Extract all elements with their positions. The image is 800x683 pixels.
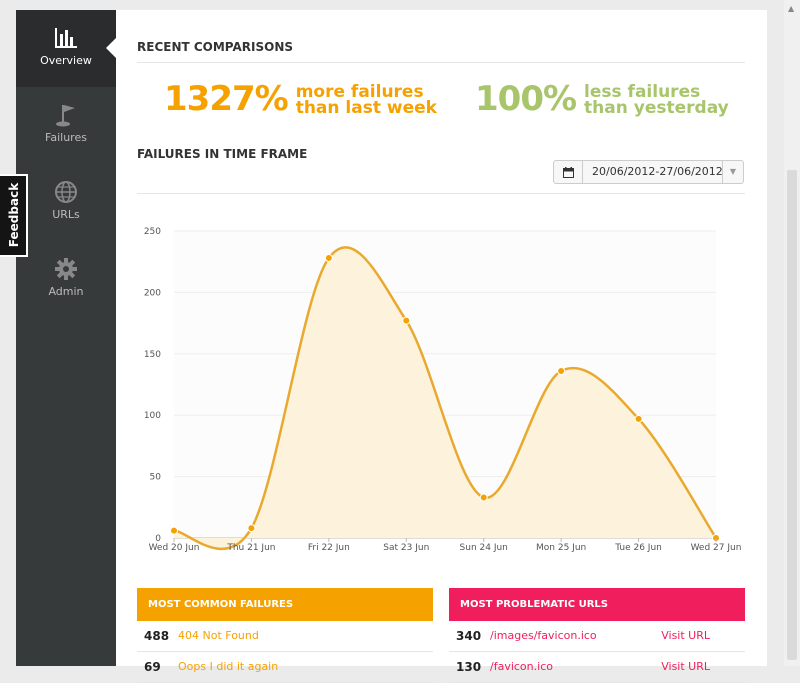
problematic-urls-panel: MOST PROBLEMATIC URLS 340 /images/favico… [449, 588, 745, 683]
feedback-label: Feedback [7, 182, 21, 248]
url-label[interactable]: /favicon.ico [490, 660, 553, 673]
sidebar-item-label: Overview [40, 54, 92, 67]
x-tick-label: Wed 27 Jun [691, 543, 742, 553]
day-comparison-value: 100% [475, 79, 577, 119]
date-range-value: 20/06/2012-27/06/2012 [592, 165, 723, 178]
week-comparison-line1: more failures [295, 82, 424, 102]
gear-icon [55, 258, 77, 280]
y-tick-label: 0 [155, 534, 161, 544]
failure-label[interactable]: Oops I did it again [178, 660, 279, 673]
x-tick-label: Fri 22 Jun [308, 543, 350, 553]
data-point [324, 254, 333, 263]
visit-url-link[interactable]: Visit URL [661, 660, 710, 673]
list-item: 130 /favicon.ico Visit URL [449, 652, 745, 683]
failure-count: 69 [144, 660, 161, 674]
list-item: 488 404 Not Found [137, 621, 433, 652]
day-comparison-line2: than yesterday [584, 98, 729, 118]
failure-count: 488 [144, 629, 170, 643]
series-line [173, 246, 718, 551]
sidebar-item-urls[interactable]: URLs [16, 164, 116, 241]
failures-chart: 0 50 100 150 200 250 Wed 20 Jun Thu 21 Jun Fri 2… [144, 227, 742, 553]
day-comparison: 100% less failures than yesterday [475, 80, 729, 118]
x-tick-label: Sun 24 Jun [460, 543, 508, 553]
failure-label[interactable]: 404 Not Found [178, 629, 259, 642]
bar-chart-icon [55, 28, 77, 48]
divider [137, 193, 745, 194]
flag-icon [56, 105, 75, 127]
scroll-up-icon[interactable]: ▲ [788, 4, 795, 13]
x-tick-label: Mon 25 Jun [536, 543, 586, 553]
day-comparison-line1: less failures [584, 82, 701, 102]
data-point [479, 493, 488, 502]
week-comparison-value: 1327% [164, 79, 289, 119]
area-fill [174, 247, 716, 549]
problematic-urls-title: MOST PROBLEMATIC URLS [449, 588, 745, 621]
feedback-tab[interactable]: Feedback [0, 174, 28, 257]
sidebar: Overview Failures URLs [16, 10, 116, 666]
data-point [402, 316, 411, 325]
week-comparison: 1327% more failures than last week [164, 80, 437, 118]
y-tick-label: 50 [150, 473, 162, 483]
list-item: 340 /images/favicon.ico Visit URL [449, 621, 745, 652]
date-range-picker[interactable]: 20/06/2012-27/06/2012 ▼ [553, 160, 744, 184]
list-item: 69 Oops I did it again [137, 652, 433, 683]
sidebar-item-failures[interactable]: Failures [16, 87, 116, 164]
url-count: 340 [456, 629, 482, 643]
scrollbar[interactable]: ▲ [784, 0, 800, 666]
y-tick-label: 100 [144, 411, 161, 421]
week-comparison-line2: than last week [295, 98, 437, 118]
chevron-down-icon[interactable]: ▼ [722, 161, 743, 183]
data-point [170, 526, 178, 535]
y-tick-label: 250 [144, 227, 161, 237]
divider [137, 62, 745, 63]
common-failures-title: MOST COMMON FAILURES [137, 588, 433, 621]
sidebar-item-overview[interactable]: Overview [16, 10, 116, 87]
main-content: RECENT COMPARISONS 1327% more failures t… [116, 10, 767, 683]
x-tick-label: Thu 21 Jun [226, 543, 275, 553]
sidebar-item-label: Failures [45, 131, 87, 144]
sidebar-item-label: URLs [52, 208, 80, 221]
url-label[interactable]: /images/favicon.ico [490, 629, 597, 642]
y-tick-label: 200 [144, 288, 161, 298]
data-point [634, 414, 643, 423]
x-tick-label: Tue 26 Jun [614, 543, 662, 553]
data-point [247, 524, 256, 533]
calendar-icon[interactable] [554, 161, 583, 183]
failures-timeframe-title: FAILURES IN TIME FRAME [137, 147, 308, 161]
recent-comparisons-title: RECENT COMPARISONS [137, 40, 294, 54]
visit-url-link[interactable]: Visit URL [661, 629, 710, 642]
y-tick-label: 150 [144, 350, 161, 360]
sidebar-item-admin[interactable]: Admin [16, 241, 116, 318]
data-point [557, 366, 566, 375]
sidebar-item-label: Admin [48, 285, 84, 298]
globe-icon [55, 181, 77, 203]
x-tick-label: Sat 23 Jun [383, 543, 429, 553]
url-count: 130 [456, 660, 482, 674]
common-failures-panel: MOST COMMON FAILURES 488 404 Not Found 6… [137, 588, 433, 683]
scrollbar-thumb[interactable] [787, 170, 797, 660]
x-tick-label: Wed 20 Jun [149, 543, 200, 553]
